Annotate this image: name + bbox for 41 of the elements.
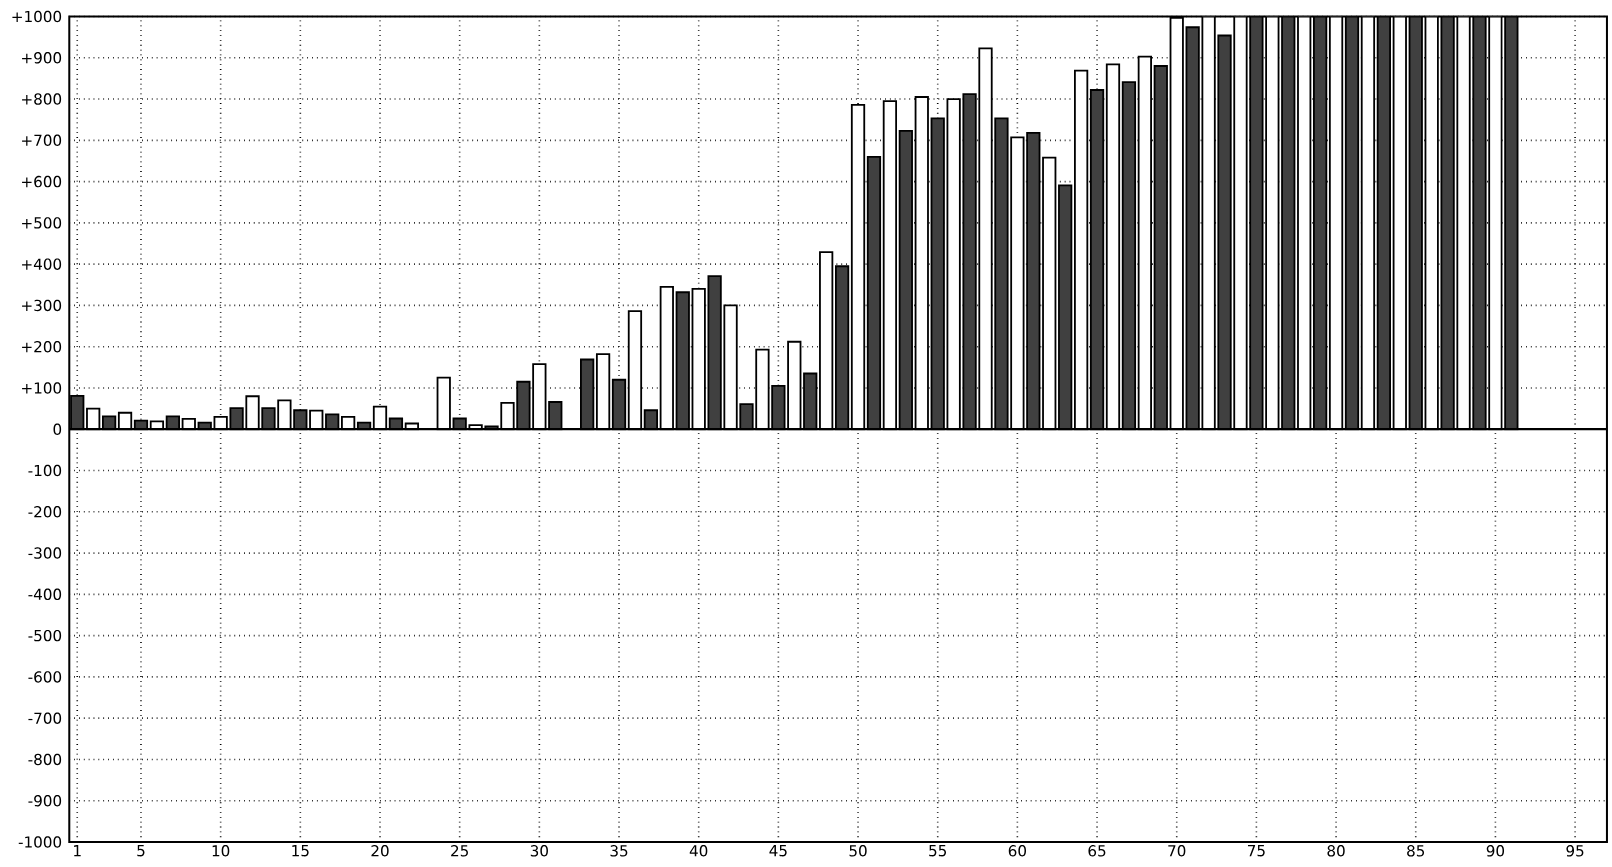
x-tick-label: 65 xyxy=(1088,844,1106,857)
x-tick-label: 75 xyxy=(1247,844,1265,857)
x-tick-label: 40 xyxy=(689,844,708,857)
x-tick-label: 25 xyxy=(451,844,468,857)
y-tick-label: -900 xyxy=(28,794,62,807)
x-tick-label: 95 xyxy=(1566,844,1584,857)
y-tick-label: -700 xyxy=(28,712,62,724)
y-tick-label: -400 xyxy=(28,588,62,600)
y-tick-label: +600 xyxy=(22,175,62,188)
y-tick-label: +400 xyxy=(22,258,62,270)
y-tick-label: +900 xyxy=(22,51,62,64)
y-tick-label: -200 xyxy=(28,505,62,518)
x-tick-label: 90 xyxy=(1486,844,1505,857)
y-tick-label: -300 xyxy=(28,547,62,559)
y-tick-label: +1000 xyxy=(12,10,62,23)
y-tick-label: +800 xyxy=(22,93,62,105)
x-tick-label: 10 xyxy=(212,844,230,857)
y-tick-label: -100 xyxy=(28,464,62,477)
x-tick-label: 1 xyxy=(74,844,81,856)
x-tick-label: 35 xyxy=(610,844,628,857)
x-tick-label: 5 xyxy=(137,844,145,857)
x-tick-label: 30 xyxy=(530,844,548,857)
y-tick-label: +200 xyxy=(22,340,62,353)
x-tick-label: 15 xyxy=(292,844,309,857)
x-tick-label: 70 xyxy=(1168,844,1186,857)
y-tick-label: 0 xyxy=(53,423,62,435)
x-tick-label: 85 xyxy=(1407,844,1425,857)
y-tick-label: -600 xyxy=(28,670,62,683)
x-tick-label: 80 xyxy=(1327,844,1345,857)
y-tick-label: +500 xyxy=(22,216,62,229)
y-tick-label: +300 xyxy=(22,299,62,311)
x-tick-label: 60 xyxy=(1008,844,1027,857)
y-tick-label: -1000 xyxy=(18,836,62,848)
x-tick-label: 45 xyxy=(769,844,787,857)
x-tick-label: 20 xyxy=(371,844,389,857)
x-tick-label: 50 xyxy=(849,844,867,857)
x-tick-label: 55 xyxy=(929,844,947,857)
y-tick-label: -800 xyxy=(28,753,62,766)
y-tick-label: +100 xyxy=(22,382,62,394)
y-tick-label: +700 xyxy=(22,134,62,146)
y-tick-label: -500 xyxy=(28,629,62,642)
